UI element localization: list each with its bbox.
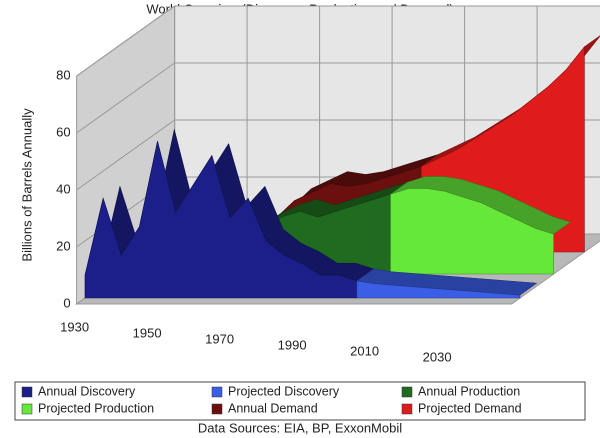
legend-label: Projected Discovery <box>228 384 340 398</box>
legend-swatch <box>21 403 33 415</box>
y-tick-label: 80 <box>56 67 70 82</box>
legend-box <box>14 381 586 421</box>
footnote: Data Sources: EIA, BP, ExxonMobil <box>198 420 402 435</box>
x-tick-label: 2030 <box>423 349 452 364</box>
legend-label: Projected Demand <box>418 401 522 415</box>
y-tick-label: 0 <box>63 295 70 310</box>
grid-line <box>76 5 175 77</box>
grid-line <box>76 62 175 134</box>
y-tick-label: 20 <box>56 238 70 253</box>
legend-label: Annual Discovery <box>38 384 136 398</box>
legend-swatch <box>401 403 413 415</box>
y-tick-label: 40 <box>56 181 70 196</box>
legend-label: Annual Demand <box>228 401 318 415</box>
legend-label: Annual Production <box>418 384 520 398</box>
area <box>390 188 554 275</box>
grid-line <box>76 119 175 191</box>
x-tick-label: 1970 <box>205 331 234 346</box>
x-tick-label: 2010 <box>350 343 379 358</box>
legend-swatch <box>211 386 223 398</box>
x-tick-label: 1990 <box>278 337 307 352</box>
x-tick-label: 1930 <box>60 319 89 334</box>
legend-swatch <box>401 386 413 398</box>
legend-swatch <box>21 386 33 398</box>
x-tick-label: 1950 <box>133 325 162 340</box>
legend-label: Projected Production <box>38 401 154 415</box>
y-tick-label: 60 <box>56 124 70 139</box>
area <box>356 280 521 299</box>
y-axis-label: Billions of Barrels Annually <box>19 108 34 262</box>
legend-swatch <box>211 403 223 415</box>
